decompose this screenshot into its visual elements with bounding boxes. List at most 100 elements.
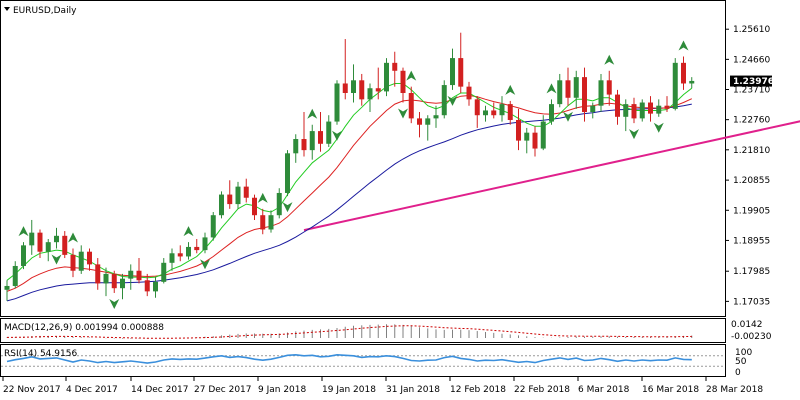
candle <box>111 270 117 293</box>
price-axis-label: 1.18955 <box>733 236 770 246</box>
time-axis[interactable]: 22 Nov 2017 4 Dec 2017 14 Dec 2017 27 Dec 2… <box>2 377 763 395</box>
candle-body <box>235 186 241 205</box>
chart-title: EURUSD,Daily <box>13 6 77 16</box>
candle <box>425 115 431 141</box>
fractal-down-arrow-icon <box>332 130 342 141</box>
candle <box>689 77 695 89</box>
candle <box>672 58 678 111</box>
candle <box>491 102 497 119</box>
candle-body <box>285 153 290 193</box>
fractal-up-arrow-icon <box>183 226 194 237</box>
fractal-up-arrow-icon <box>406 70 417 81</box>
candle-body <box>342 83 348 93</box>
candle <box>161 258 167 284</box>
fractal-up-arrow-icon <box>546 83 557 94</box>
candle-body <box>400 70 406 93</box>
candle <box>37 229 43 259</box>
candle-body <box>598 80 604 106</box>
candle-body <box>21 245 26 266</box>
candle <box>433 105 439 128</box>
candle <box>45 239 51 262</box>
time-axis-label: 22 Feb 2018 <box>514 385 570 395</box>
fractal-down-arrow-icon <box>109 298 120 309</box>
candle-body <box>78 251 84 271</box>
candle-body <box>301 139 307 151</box>
candle-body <box>408 93 414 119</box>
time-axis-label: 9 Jan 2018 <box>258 385 306 395</box>
candle <box>309 124 315 160</box>
current-price-badge-bg <box>730 75 772 87</box>
candle-body <box>62 235 68 255</box>
candle-body <box>466 86 472 100</box>
time-axis-label: 22 Nov 2017 <box>3 385 61 395</box>
rsi-line <box>6 353 692 364</box>
candle <box>342 39 348 100</box>
fractal-up-arrow-icon <box>505 84 516 95</box>
time-axis-label: 14 Dec 2017 <box>131 385 189 395</box>
candle-body <box>120 278 125 289</box>
fractal-up-arrow-icon <box>604 54 615 65</box>
candle <box>243 178 249 203</box>
candle <box>120 273 125 300</box>
candle <box>499 96 505 122</box>
candle <box>21 242 26 270</box>
candle-body <box>103 273 109 284</box>
candle <box>169 248 175 271</box>
triangle-down-icon[interactable] <box>4 7 10 11</box>
candle-body <box>516 119 521 141</box>
candle-body <box>491 110 497 116</box>
macd-label: MACD(12,26,9) 0.001994 0.000888 <box>4 323 164 333</box>
candle-body <box>334 83 340 122</box>
candle <box>656 99 662 117</box>
price-axis-label: 1.21810 <box>733 146 770 156</box>
candle-body <box>136 270 142 281</box>
candle-body <box>169 253 175 263</box>
fractal-down-arrow-icon <box>398 108 408 119</box>
candle <box>70 248 76 278</box>
fractal-down-arrow-icon <box>563 111 573 122</box>
candle-body <box>367 88 373 100</box>
candle <box>400 67 406 103</box>
candle <box>392 51 398 87</box>
candle <box>78 245 84 274</box>
price-axis-label: 1.17035 <box>733 297 770 307</box>
candle <box>458 32 464 93</box>
candle-body <box>293 139 299 154</box>
candle <box>285 150 290 197</box>
candle <box>664 96 670 113</box>
candle <box>549 99 554 125</box>
candle-body <box>458 58 464 87</box>
candle-body <box>606 80 612 95</box>
candle <box>29 219 35 255</box>
fractal-up-arrow-icon <box>18 226 29 237</box>
candle-body <box>54 235 59 243</box>
candle-body <box>375 88 381 92</box>
candle <box>648 96 653 122</box>
candle <box>483 105 488 122</box>
price-axis[interactable]: 1.25610 1.24660 1.23710 1.22760 1.21810 1.208… <box>725 25 770 307</box>
candle-body <box>573 77 579 98</box>
candle-body <box>309 131 315 151</box>
candle <box>540 115 546 151</box>
candle-body <box>268 215 274 230</box>
price-axis-label: 1.24660 <box>733 55 770 65</box>
candle-body <box>45 242 51 252</box>
trendline[interactable] <box>303 109 800 232</box>
ma-fast-line <box>6 83 693 281</box>
price-axis-label: 1.19905 <box>733 206 770 216</box>
price-axis-label: 1.17985 <box>733 267 770 277</box>
candle-body <box>260 215 266 230</box>
fractal-down-arrow-icon <box>51 254 62 265</box>
candle-body <box>639 102 645 119</box>
candle <box>235 181 241 209</box>
candle <box>631 97 637 124</box>
candle <box>4 280 10 301</box>
candle-body <box>392 62 398 71</box>
candle <box>466 81 472 106</box>
candle <box>62 231 68 259</box>
rsi-label: RSI(14) 54.9156 <box>4 349 77 359</box>
current-price-badge: 1.23976 <box>730 75 774 87</box>
candle-body <box>128 270 134 279</box>
candle <box>606 70 612 106</box>
